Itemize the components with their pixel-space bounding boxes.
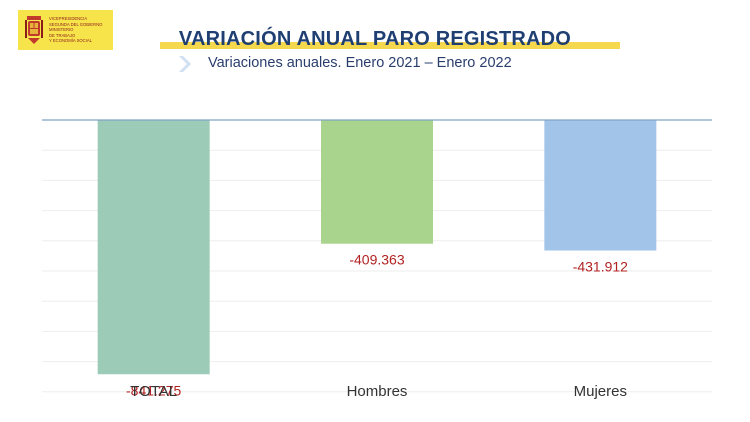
data-label: -431.912 (573, 259, 628, 275)
page-subtitle: Variaciones anuales. Enero 2021 – Enero … (208, 55, 512, 71)
logo-text: Vicepresidencia Segunda del Gobierno Min… (49, 16, 103, 44)
coat-of-arms-icon (25, 16, 43, 44)
page-title: VARIACIÓN ANUAL PARO REGISTRADO (178, 28, 572, 50)
government-logo: Vicepresidencia Segunda del Gobierno Min… (18, 10, 113, 50)
chart-bar (544, 120, 657, 251)
category-label: Mujeres (574, 383, 627, 400)
category-label: TOTAL (130, 383, 177, 400)
chart-bar (321, 120, 433, 244)
category-label: Hombres (347, 383, 408, 400)
data-label: -841.275 (126, 382, 181, 398)
title-accent-bar (160, 42, 620, 49)
data-label: -409.363 (349, 252, 404, 268)
chevron-right-icon (179, 56, 191, 72)
chart-bar (97, 120, 210, 375)
